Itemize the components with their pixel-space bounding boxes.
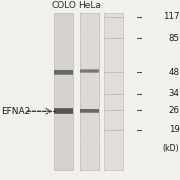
Text: HeLa: HeLa <box>78 1 101 10</box>
Text: 48: 48 <box>168 68 179 77</box>
Bar <box>80 112 99 113</box>
Text: COLO: COLO <box>51 1 76 10</box>
Bar <box>54 113 73 114</box>
Bar <box>80 69 99 73</box>
Bar <box>80 14 99 170</box>
Bar <box>54 74 73 75</box>
Bar <box>54 70 73 75</box>
Bar <box>54 108 73 109</box>
Text: 19: 19 <box>169 125 179 134</box>
Text: 34: 34 <box>168 89 179 98</box>
Text: 26: 26 <box>168 106 179 115</box>
Bar <box>54 14 73 170</box>
Bar <box>54 108 73 114</box>
Bar <box>80 72 99 73</box>
Text: 85: 85 <box>168 34 179 43</box>
Bar <box>80 109 99 113</box>
Text: (kD): (kD) <box>163 144 179 153</box>
Bar <box>80 69 99 70</box>
Text: 117: 117 <box>163 12 179 21</box>
Bar <box>104 14 123 170</box>
Text: EFNA2: EFNA2 <box>1 107 30 116</box>
